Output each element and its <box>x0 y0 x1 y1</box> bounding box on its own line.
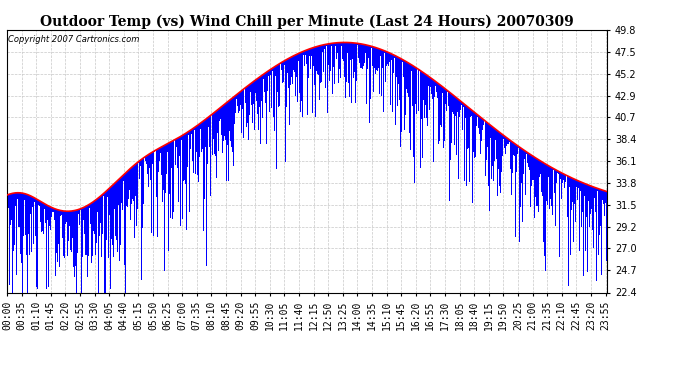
Title: Outdoor Temp (vs) Wind Chill per Minute (Last 24 Hours) 20070309: Outdoor Temp (vs) Wind Chill per Minute … <box>40 15 574 29</box>
Text: Copyright 2007 Cartronics.com: Copyright 2007 Cartronics.com <box>8 35 139 44</box>
